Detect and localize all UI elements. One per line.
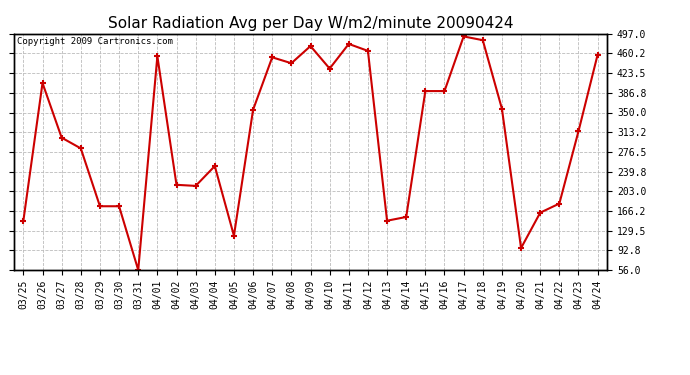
Title: Solar Radiation Avg per Day W/m2/minute 20090424: Solar Radiation Avg per Day W/m2/minute …: [108, 16, 513, 31]
Text: Copyright 2009 Cartronics.com: Copyright 2009 Cartronics.com: [17, 37, 172, 46]
